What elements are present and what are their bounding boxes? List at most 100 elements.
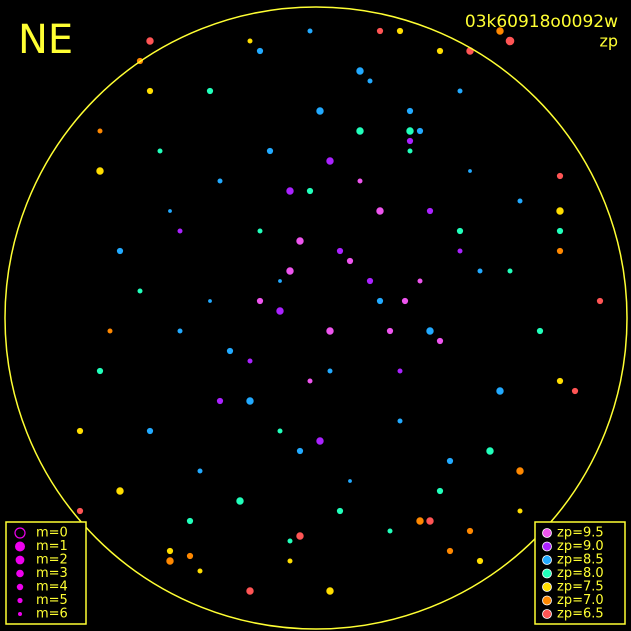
star-point [278,279,282,283]
star-point [416,517,424,525]
size-legend-label: m=3 [36,566,68,581]
star-point [247,358,253,364]
star-point [367,78,373,84]
star-point [277,428,283,434]
star-point [256,297,264,305]
star-point [246,397,254,405]
star-point [327,368,333,374]
color-legend-label: zp=7.5 [557,580,604,595]
star-point [446,547,454,555]
star-point [496,387,504,395]
star-point [401,297,409,305]
star-point [507,268,513,274]
star-point [556,247,564,255]
star-point [307,378,313,384]
star-point [336,507,344,515]
size-legend-marker [15,541,26,552]
star-point [247,38,253,44]
star-point [436,337,444,345]
color-legend-marker [542,568,552,579]
size-legend-marker [18,611,23,616]
star-point [166,547,174,555]
star-point [137,288,143,294]
field-circle [4,6,628,630]
star-point [306,187,314,195]
star-point [296,532,304,540]
color-legend-marker [542,541,552,552]
star-point [216,397,224,405]
star-point [406,137,414,145]
star-point [197,568,203,574]
star-point [536,327,544,335]
star-point [476,557,484,565]
star-point [556,227,564,235]
star-point [116,487,124,495]
star-point [397,368,403,374]
star-point [356,67,364,75]
star-point [186,517,194,525]
size-legend-label: m=4 [36,580,68,595]
size-legend-label: m=1 [36,539,68,554]
star-point [596,297,604,305]
star-point [486,447,494,455]
star-point [496,27,504,35]
star-point [426,327,434,335]
size-legend-marker [14,527,26,539]
star-point [286,187,294,195]
points [76,27,604,595]
star-point [257,228,263,234]
star-point [96,167,104,175]
color-legend-marker [542,609,552,619]
star-point [417,278,423,284]
color-legend-label: zp=8.5 [557,553,604,568]
color-legend-marker [542,555,552,565]
star-point [457,88,463,94]
color-legend-label: zp=9.0 [557,539,604,554]
star-point [426,207,434,215]
star-point [116,247,124,255]
star-point [107,328,113,334]
star-point [146,87,154,95]
star-point [316,437,324,445]
star-point [407,148,413,154]
star-point [426,517,434,525]
color-legend-marker [542,582,552,592]
star-point [556,172,564,180]
star-point [316,107,324,115]
star-point [406,127,414,135]
star-point [406,107,414,115]
star-point [286,267,294,275]
star-point [296,237,304,245]
star-point [307,28,313,34]
color-legend-marker [542,528,552,538]
star-point [387,528,393,534]
star-point [276,307,284,315]
size-legend-label: m=0 [36,526,68,541]
color-legend-marker [542,595,552,606]
star-point [296,447,304,455]
star-point [246,587,254,595]
star-point [446,457,454,465]
star-point [256,47,264,55]
star-point [376,297,384,305]
star-point [376,27,384,35]
size-legend-label: m=5 [36,593,68,608]
star-point [76,507,84,515]
star-point [206,87,214,95]
star-point [287,538,293,544]
star-point [236,497,244,505]
star-point [168,209,172,213]
star-point [397,418,403,424]
star-point [416,127,424,135]
star-point [97,128,103,134]
star-point [157,148,163,154]
star-point [571,387,579,395]
star-point [396,27,404,35]
star-point [357,178,363,184]
star-point [326,327,334,335]
color-legend-label: zp=6.5 [557,607,604,622]
color-legend-label: zp=8.0 [557,566,604,581]
star-point [226,347,234,355]
